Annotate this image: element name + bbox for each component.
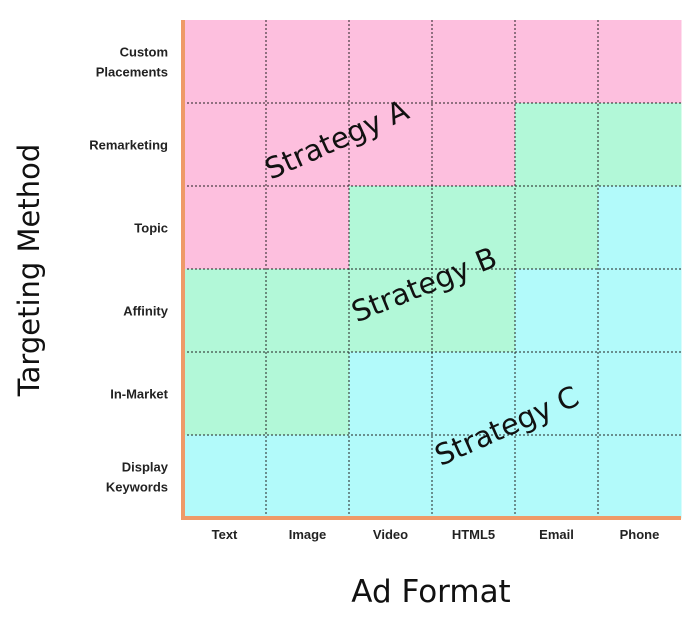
cell-remarketing-video (349, 103, 433, 187)
cell-in-market-image (266, 352, 350, 436)
cell-display-keywords-phone (598, 435, 682, 519)
row-label-in-market: In-Market (110, 387, 168, 402)
column-label-html5: HTML5 (452, 527, 495, 542)
cell-remarketing-email (515, 103, 599, 187)
y-axis-title: Targeting Method (12, 144, 46, 398)
column-label-image: Image (289, 527, 327, 542)
cell-remarketing-image (266, 103, 350, 187)
cell-custom-placements-phone (598, 20, 682, 104)
cell-affinity-phone (598, 269, 682, 353)
matrix-cells (183, 20, 682, 519)
grid-lines (183, 20, 681, 518)
row-label-custom-placements: Custom Placements (96, 45, 168, 80)
cell-in-market-phone (598, 352, 682, 436)
column-label-phone: Phone (620, 527, 660, 542)
cell-affinity-html5 (432, 269, 516, 353)
cell-custom-placements-image (266, 20, 350, 104)
cell-custom-placements-html5 (432, 20, 516, 104)
row-label-topic: Topic (134, 221, 168, 236)
axes (181, 20, 681, 520)
cell-topic-phone (598, 186, 682, 270)
cell-display-keywords-image (266, 435, 350, 519)
cell-display-keywords-text (183, 435, 267, 519)
column-label-text: Text (212, 527, 238, 542)
x-axis-title: Ad Format (351, 574, 510, 610)
cell-affinity-video (349, 269, 433, 353)
cell-in-market-email (515, 352, 599, 436)
row-label-affinity: Affinity (123, 304, 169, 319)
cell-topic-text (183, 186, 267, 270)
column-labels: Text Image Video HTML5 Email Phone (212, 527, 660, 542)
column-label-email: Email (539, 527, 574, 542)
cell-custom-placements-text (183, 20, 267, 104)
cell-display-keywords-video (349, 435, 433, 519)
cell-affinity-text (183, 269, 267, 353)
column-label-video: Video (373, 527, 408, 542)
cell-in-market-html5 (432, 352, 516, 436)
cell-in-market-video (349, 352, 433, 436)
cell-affinity-email (515, 269, 599, 353)
cell-topic-video (349, 186, 433, 270)
cell-remarketing-text (183, 103, 267, 187)
cell-topic-image (266, 186, 350, 270)
cell-topic-email (515, 186, 599, 270)
cell-remarketing-phone (598, 103, 682, 187)
cell-topic-html5 (432, 186, 516, 270)
cell-display-keywords-html5 (432, 435, 516, 519)
cell-affinity-image (266, 269, 350, 353)
cell-custom-placements-email (515, 20, 599, 104)
cell-in-market-text (183, 352, 267, 436)
cell-custom-placements-video (349, 20, 433, 104)
cell-remarketing-html5 (432, 103, 516, 187)
row-label-remarketing: Remarketing (89, 138, 168, 153)
row-labels: Custom Placements Remarketing Topic Affinity… (89, 45, 169, 495)
cell-display-keywords-email (515, 435, 599, 519)
row-label-display-keywords: Display Keywords (106, 460, 169, 495)
